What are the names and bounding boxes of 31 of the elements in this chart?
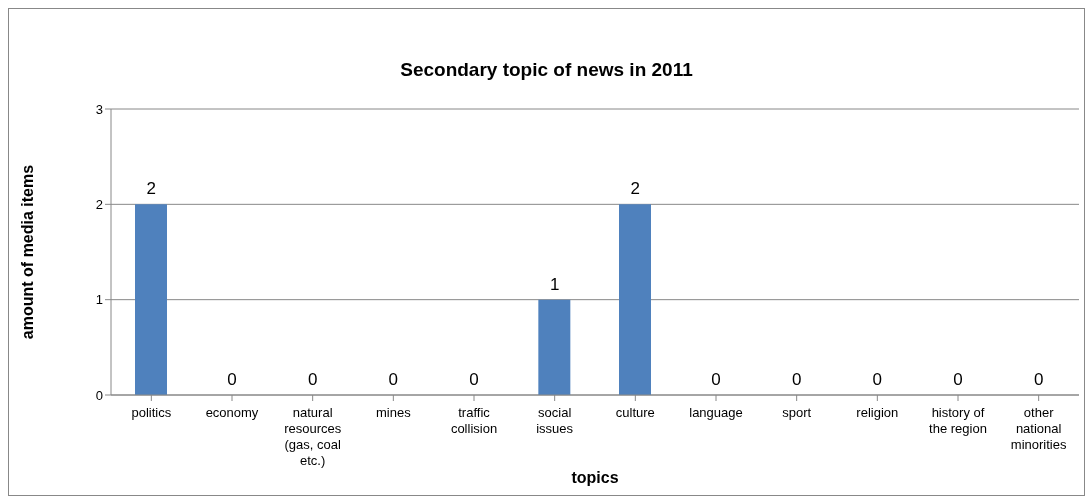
x-axis-title: topics [571,469,619,486]
data-label: 0 [711,370,721,389]
data-label: 0 [307,370,318,389]
x-tick-label: economy [205,405,259,420]
chart-title: Secondary topic of news in 2011 [399,59,694,81]
y-tick-label: 3 [95,101,103,117]
x-tick-label: traffic collision [450,405,498,436]
data-label: 0 [791,370,802,389]
x-tick-label: other national minorities [1010,405,1067,452]
x-tick-label: politics [131,405,172,420]
data-label: 2 [630,179,641,199]
data-label: 0 [953,370,963,389]
data-label: 1 [549,274,560,294]
x-tick-label: social issues [536,405,574,436]
x-tick-label: culture [615,405,655,420]
data-label: 0 [227,370,237,389]
data-label: 0 [1033,370,1044,389]
y-axis-title: amount of media items [18,164,36,340]
x-tick-label: sport [782,405,812,420]
x-tick-label: mines [375,405,412,420]
x-tick-label: history of the region [929,405,987,436]
data-label: 0 [388,370,399,389]
data-label: 2 [146,179,157,199]
y-tick-label: 2 [95,196,103,212]
y-tick-label: 0 [95,387,103,403]
x-tick-label: natural resources (gas, coal etc.) [284,405,342,468]
x-tick-label: religion [856,405,899,420]
data-label: 0 [872,370,883,389]
data-label: 0 [469,370,479,389]
x-tick-label: language [689,405,743,420]
y-tick-label: 1 [95,292,103,308]
